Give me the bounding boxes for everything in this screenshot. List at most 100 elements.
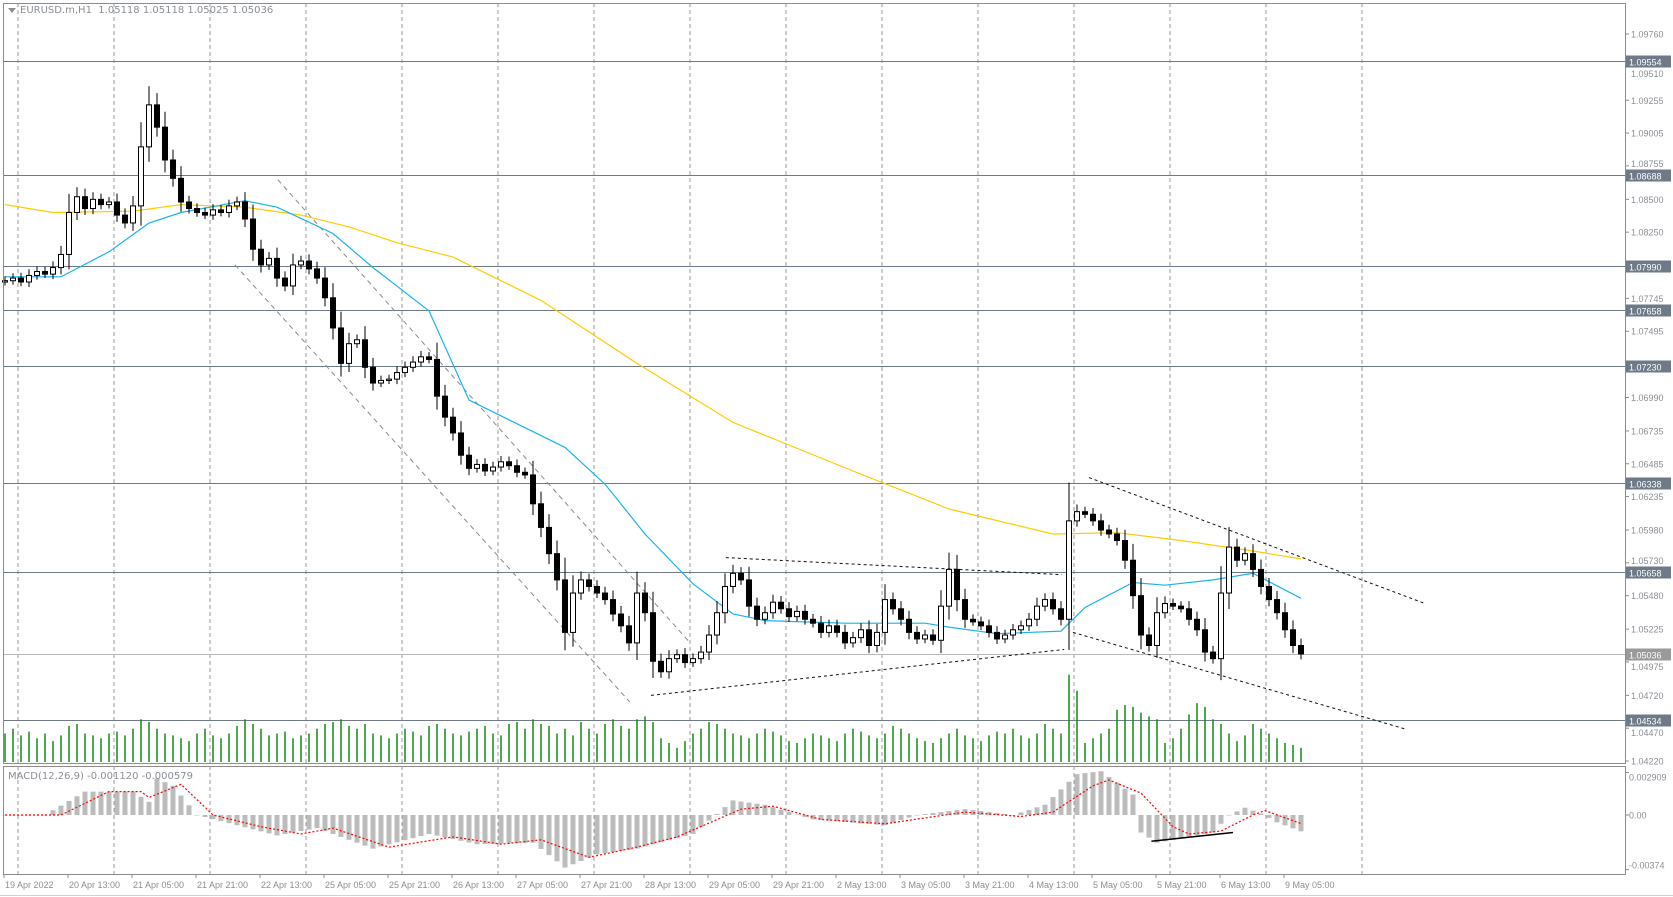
candle-bear — [1082, 511, 1088, 515]
macd-histogram-bar — [1018, 812, 1024, 815]
macd-label: MACD(12,26,9) -0.001120 -0.000579 — [8, 771, 193, 782]
ohlc-values: 1.05118 1.05118 1.05025 1.05036 — [98, 5, 274, 16]
candle-bear — [546, 526, 552, 555]
candle-bull — [1010, 629, 1016, 636]
candle-bull — [1242, 553, 1248, 561]
candle-bear — [282, 277, 288, 287]
candle-bear — [170, 159, 176, 179]
price-tick-label: 1.05980 — [1631, 526, 1664, 536]
macd-histogram-bar — [642, 815, 648, 847]
level-price-label: 1.07658 — [1629, 307, 1662, 317]
candle-bear — [994, 631, 1000, 640]
macd-histogram-bar — [506, 815, 512, 844]
time-axis[interactable]: 19 Apr 2022 20 Apr 13:00 21 Apr 05:00 21 Ap… — [3, 874, 1335, 890]
candle-bear — [962, 599, 968, 620]
candle-bear — [1098, 520, 1104, 531]
macd-histogram-bar — [1090, 772, 1096, 815]
price-tick-label: 1.04470 — [1631, 728, 1664, 738]
candle-bull — [106, 201, 112, 206]
macd-histogram-bar — [522, 815, 528, 843]
macd-histogram-bar — [322, 815, 328, 832]
macd-histogram-bar — [818, 815, 824, 821]
macd-histogram-bar — [154, 778, 160, 815]
macd-histogram-bar — [362, 815, 368, 846]
macd-histogram-bar — [394, 815, 400, 843]
macd-histogram-bar — [290, 815, 296, 833]
candle-bear — [978, 621, 984, 627]
macd-histogram-bar — [1210, 815, 1216, 833]
candle-bear — [642, 592, 648, 614]
pattern-trendline[interactable] — [1072, 631, 1408, 730]
dropdown-triangle-icon[interactable] — [8, 7, 16, 13]
candle-bull — [146, 104, 152, 148]
macd-histogram-bar — [482, 815, 488, 844]
macd-histogram-bar — [186, 805, 192, 815]
price-tick-label: 1.04720 — [1631, 691, 1664, 701]
macd-histogram-bar — [346, 815, 352, 840]
candle-bull — [698, 651, 704, 660]
time-tick-label: 29 Apr 05:00 — [709, 880, 760, 890]
macd-histogram-bar — [378, 815, 384, 847]
macd-histogram-bar — [234, 815, 240, 826]
candle-bear — [1178, 605, 1184, 610]
macd-histogram-bar — [58, 805, 64, 815]
symbol-timeframe: EURUSD.m,H1 — [20, 5, 92, 16]
macd-histogram-bar — [674, 815, 680, 839]
macd-histogram-bar — [250, 815, 256, 830]
macd-histogram-bar — [802, 815, 808, 817]
candle-bear — [1194, 618, 1200, 631]
macd-histogram-bar — [858, 815, 864, 824]
candle-bull — [290, 264, 296, 287]
panel-frames — [0, 3, 1673, 896]
time-tick-label: 6 May 13:00 — [1221, 880, 1271, 890]
channel-trendline[interactable] — [277, 179, 690, 642]
price-tick-label: 1.08500 — [1631, 195, 1664, 205]
candle-bear — [1290, 629, 1296, 647]
level-price-label: 1.07230 — [1629, 363, 1662, 373]
candle-bull — [10, 277, 16, 282]
candle-bull — [266, 257, 272, 266]
candle-bull — [410, 361, 416, 368]
macd-histogram-bar — [354, 815, 360, 843]
time-tick-label: 19 Apr 2022 — [5, 880, 54, 890]
macd-histogram-bar — [914, 815, 920, 816]
price-tick-label: 1.06235 — [1631, 492, 1664, 502]
macd-histogram-bar — [314, 815, 320, 829]
macd-histogram-bar — [1218, 815, 1224, 824]
candle-bull — [378, 379, 384, 384]
macd-histogram-bar — [194, 815, 200, 816]
volume-histogram — [4, 674, 1302, 762]
candle-bull — [346, 343, 352, 364]
macd-histogram-bar — [282, 815, 288, 834]
macd-histogram-bar — [338, 815, 344, 837]
price-axis[interactable]: 1.09760 1.09510 1.09255 1.09005 1.08755 1.085… — [1625, 30, 1671, 871]
macd-histogram-bar — [890, 815, 896, 823]
macd-histogram-bar — [146, 801, 152, 815]
horizontal-levels[interactable] — [3, 61, 1625, 721]
candle-bull — [354, 339, 360, 345]
candle-bear — [554, 553, 560, 581]
candle-bear — [154, 104, 160, 128]
candle-bull — [770, 601, 776, 614]
candle-bull — [234, 201, 240, 207]
macd-histogram-bar — [1258, 813, 1264, 815]
candle-bear — [810, 618, 816, 624]
macd-histogram-bar — [1250, 810, 1256, 815]
macd-histogram-bar — [610, 815, 616, 853]
candle-bear — [434, 358, 440, 397]
macd-histogram-bar — [450, 815, 456, 840]
pattern-trendline[interactable] — [725, 557, 1062, 576]
macd-signal-line — [5, 779, 1302, 858]
candle-bull — [34, 271, 40, 276]
candle-bear — [626, 625, 632, 644]
macd-histogram-bar — [1034, 807, 1040, 815]
candle-bull — [690, 658, 696, 664]
time-tick-label: 27 Apr 05:00 — [517, 880, 568, 890]
candle-bull — [130, 205, 136, 224]
candle-bull — [1226, 546, 1232, 594]
candle-bear — [482, 463, 488, 472]
candle-bull — [1026, 618, 1032, 627]
macd-histogram-bar — [98, 791, 104, 815]
